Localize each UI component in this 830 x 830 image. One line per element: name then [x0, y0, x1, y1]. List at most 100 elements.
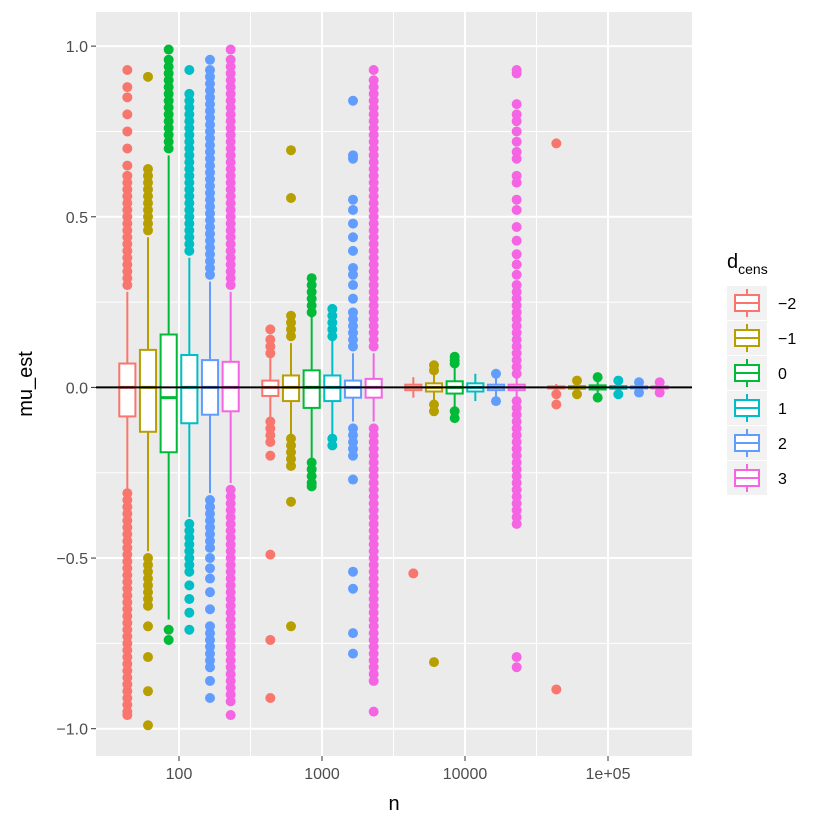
outlier-point — [143, 720, 153, 731]
outlier-point — [265, 334, 276, 345]
legend-item: 2 — [727, 426, 787, 460]
outlier-point — [205, 65, 215, 76]
outlier-point — [205, 692, 215, 703]
outlier-point — [634, 387, 644, 398]
legend-label: 2 — [778, 436, 787, 453]
outlier-point — [449, 413, 460, 424]
outlier-point — [429, 657, 439, 668]
outlier-point — [265, 437, 276, 448]
outlier-point — [122, 65, 133, 76]
x-axis: 100 1000 10000 1e+05 — [166, 756, 631, 783]
outlier-point — [184, 88, 195, 99]
outlier-point — [143, 621, 153, 632]
outlier-point — [511, 126, 522, 137]
outlier-point — [163, 624, 174, 635]
outlier-point — [286, 193, 296, 203]
outlier-point — [205, 662, 215, 673]
y-tick-label: 0.0 — [66, 380, 88, 397]
legend-label: −2 — [778, 296, 796, 313]
outlier-point — [592, 372, 603, 383]
outlier-point — [348, 280, 358, 291]
legend-item: −1 — [727, 321, 796, 355]
outlier-point — [122, 710, 133, 721]
outlier-point — [205, 573, 215, 584]
outlier-point — [205, 542, 215, 553]
outlier-point — [205, 675, 215, 686]
outlier-point — [184, 580, 195, 591]
outlier-point — [511, 222, 522, 233]
legend: dcens −2 −1 0 1 2 3 — [727, 251, 796, 495]
outlier-point — [368, 65, 379, 76]
outlier-point — [449, 351, 460, 362]
box — [159, 333, 178, 454]
outlier-point — [348, 218, 358, 229]
outlier-point — [613, 375, 624, 386]
outlier-point — [184, 607, 195, 618]
outlier-point — [286, 145, 296, 156]
y-tick-label: 1.0 — [66, 39, 88, 56]
outlier-point — [327, 303, 338, 314]
outlier-point — [122, 170, 133, 181]
legend-title-subscript: cens — [738, 261, 768, 277]
outlier-point — [184, 624, 195, 635]
outlier-point — [205, 604, 215, 615]
series-0 — [118, 65, 566, 721]
outlier-point — [225, 54, 236, 65]
outlier-point — [348, 628, 358, 639]
outlier-point — [348, 245, 358, 256]
outlier-point — [327, 440, 338, 451]
outlier-point — [205, 54, 215, 65]
outlier-point — [184, 566, 195, 577]
outlier-point — [143, 686, 153, 697]
box — [138, 348, 158, 433]
outlier-point — [348, 583, 358, 594]
outlier-point — [143, 600, 153, 611]
outlier-point — [348, 232, 358, 243]
outlier-point — [491, 368, 501, 379]
outlier-point — [368, 75, 379, 86]
x-tick-label: 10000 — [443, 766, 488, 783]
outlier-point — [286, 310, 296, 321]
outlier-point — [368, 675, 379, 686]
outlier-point — [408, 568, 419, 579]
outlier-point — [265, 692, 276, 703]
outlier-point — [122, 82, 133, 93]
outlier-point — [348, 293, 358, 304]
outlier-point — [348, 474, 358, 485]
outlier-point — [511, 136, 522, 147]
outlier-point — [225, 696, 236, 707]
outlier-point — [348, 95, 358, 106]
outlier-point — [348, 450, 358, 461]
outlier-point — [122, 92, 133, 103]
outlier-point — [122, 160, 133, 171]
outlier-point — [572, 389, 582, 400]
outlier-point — [491, 396, 501, 407]
outlier-point — [184, 65, 195, 76]
legend-title-main: d — [727, 251, 738, 273]
outlier-point — [511, 146, 522, 157]
outlier-point — [122, 143, 133, 154]
outlier-point — [429, 360, 439, 371]
series-5 — [221, 44, 669, 721]
outlier-point — [511, 652, 522, 663]
y-axis: 1.0 0.5 0.0 −0.5 −1.0 — [56, 39, 96, 739]
legend-label: 1 — [778, 401, 787, 418]
outlier-point — [122, 109, 133, 120]
x-tick-label: 100 — [166, 766, 193, 783]
outlier-point — [511, 259, 522, 270]
box — [302, 369, 321, 409]
outlier-point — [265, 634, 276, 645]
legend-items: −2 −1 0 1 2 3 — [727, 286, 796, 495]
outlier-point — [143, 652, 153, 663]
outlier-point — [551, 389, 562, 400]
outlier-point — [265, 450, 276, 461]
outlier-point — [511, 269, 522, 280]
outlier-point — [265, 324, 276, 335]
outlier-point — [348, 150, 358, 161]
outlier-point — [348, 262, 358, 273]
outlier-point — [348, 307, 358, 318]
outlier-point — [511, 194, 522, 205]
outlier-point — [654, 377, 665, 388]
outlier-point — [429, 406, 439, 417]
